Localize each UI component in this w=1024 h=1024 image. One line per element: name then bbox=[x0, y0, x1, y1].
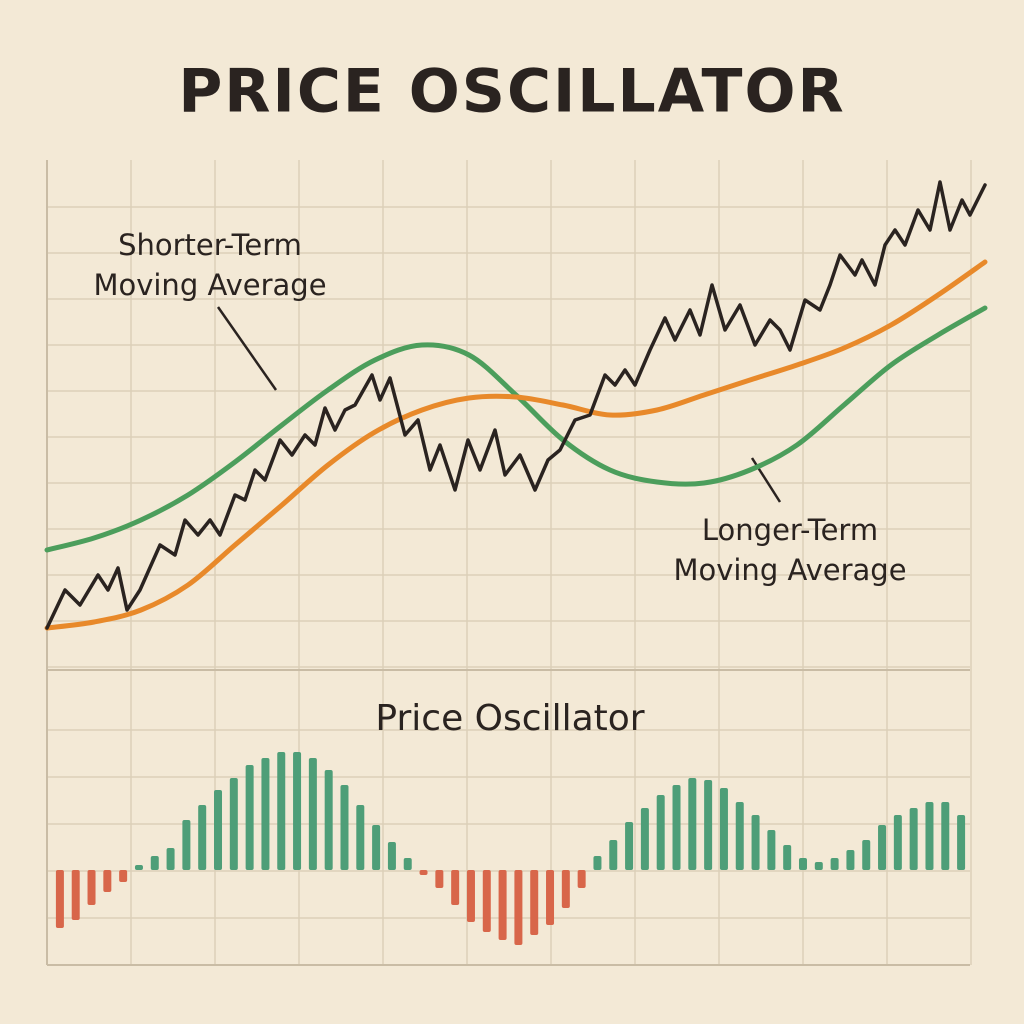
bar bbox=[134, 865, 143, 870]
bar bbox=[403, 858, 412, 870]
bar bbox=[609, 840, 618, 870]
bar bbox=[878, 825, 887, 870]
bar bbox=[925, 802, 934, 870]
bar bbox=[71, 870, 80, 920]
annotation: Shorter-Term bbox=[118, 228, 302, 262]
bar bbox=[814, 862, 823, 870]
bar bbox=[751, 815, 760, 870]
bar bbox=[182, 820, 191, 870]
bar bbox=[862, 840, 871, 870]
bar bbox=[308, 758, 317, 870]
bar bbox=[735, 802, 744, 870]
bar bbox=[498, 870, 507, 940]
bar bbox=[103, 870, 112, 892]
bar bbox=[846, 850, 855, 870]
bar bbox=[340, 785, 349, 870]
annotation: Moving Average bbox=[93, 268, 326, 302]
grid bbox=[46, 160, 972, 965]
bar bbox=[277, 752, 286, 870]
bar bbox=[229, 778, 238, 870]
bar bbox=[372, 825, 381, 870]
bar bbox=[561, 870, 570, 908]
bar bbox=[87, 870, 96, 905]
bar bbox=[704, 780, 713, 870]
bar bbox=[261, 758, 270, 870]
series-line bbox=[45, 180, 987, 630]
bar bbox=[783, 845, 792, 870]
bar bbox=[688, 778, 697, 870]
bar bbox=[719, 788, 728, 870]
bar bbox=[55, 870, 64, 928]
bar bbox=[214, 790, 223, 870]
bar bbox=[482, 870, 491, 932]
bar bbox=[514, 870, 523, 945]
bar bbox=[245, 765, 254, 870]
bar bbox=[941, 802, 950, 870]
chart-subtitle: Price Oscillator bbox=[375, 698, 644, 739]
bar bbox=[466, 870, 475, 922]
bar bbox=[387, 842, 396, 870]
bar bbox=[356, 805, 365, 870]
bar bbox=[435, 870, 444, 888]
bar bbox=[198, 805, 207, 870]
bar bbox=[656, 795, 665, 870]
bar bbox=[166, 848, 175, 870]
bar bbox=[830, 858, 839, 870]
bar bbox=[640, 808, 649, 870]
bar bbox=[577, 870, 586, 888]
bar bbox=[546, 870, 555, 925]
annotation: Moving Average bbox=[673, 553, 906, 587]
bar bbox=[119, 870, 128, 882]
bar bbox=[909, 808, 918, 870]
bar bbox=[324, 770, 333, 870]
chart-title: PRICE OSCILLATOR bbox=[178, 57, 845, 127]
bar bbox=[893, 815, 902, 870]
bar bbox=[957, 815, 966, 870]
bar bbox=[419, 870, 428, 875]
bar bbox=[625, 822, 634, 870]
bar bbox=[767, 830, 776, 870]
bar bbox=[530, 870, 539, 935]
bar bbox=[451, 870, 460, 905]
series-line bbox=[44, 259, 988, 631]
pointer bbox=[216, 306, 278, 391]
bar bbox=[798, 858, 807, 870]
annotation: Longer-Term bbox=[702, 513, 878, 547]
bar bbox=[672, 785, 681, 870]
bar bbox=[293, 752, 302, 870]
bar bbox=[150, 856, 159, 870]
bar bbox=[593, 856, 602, 870]
